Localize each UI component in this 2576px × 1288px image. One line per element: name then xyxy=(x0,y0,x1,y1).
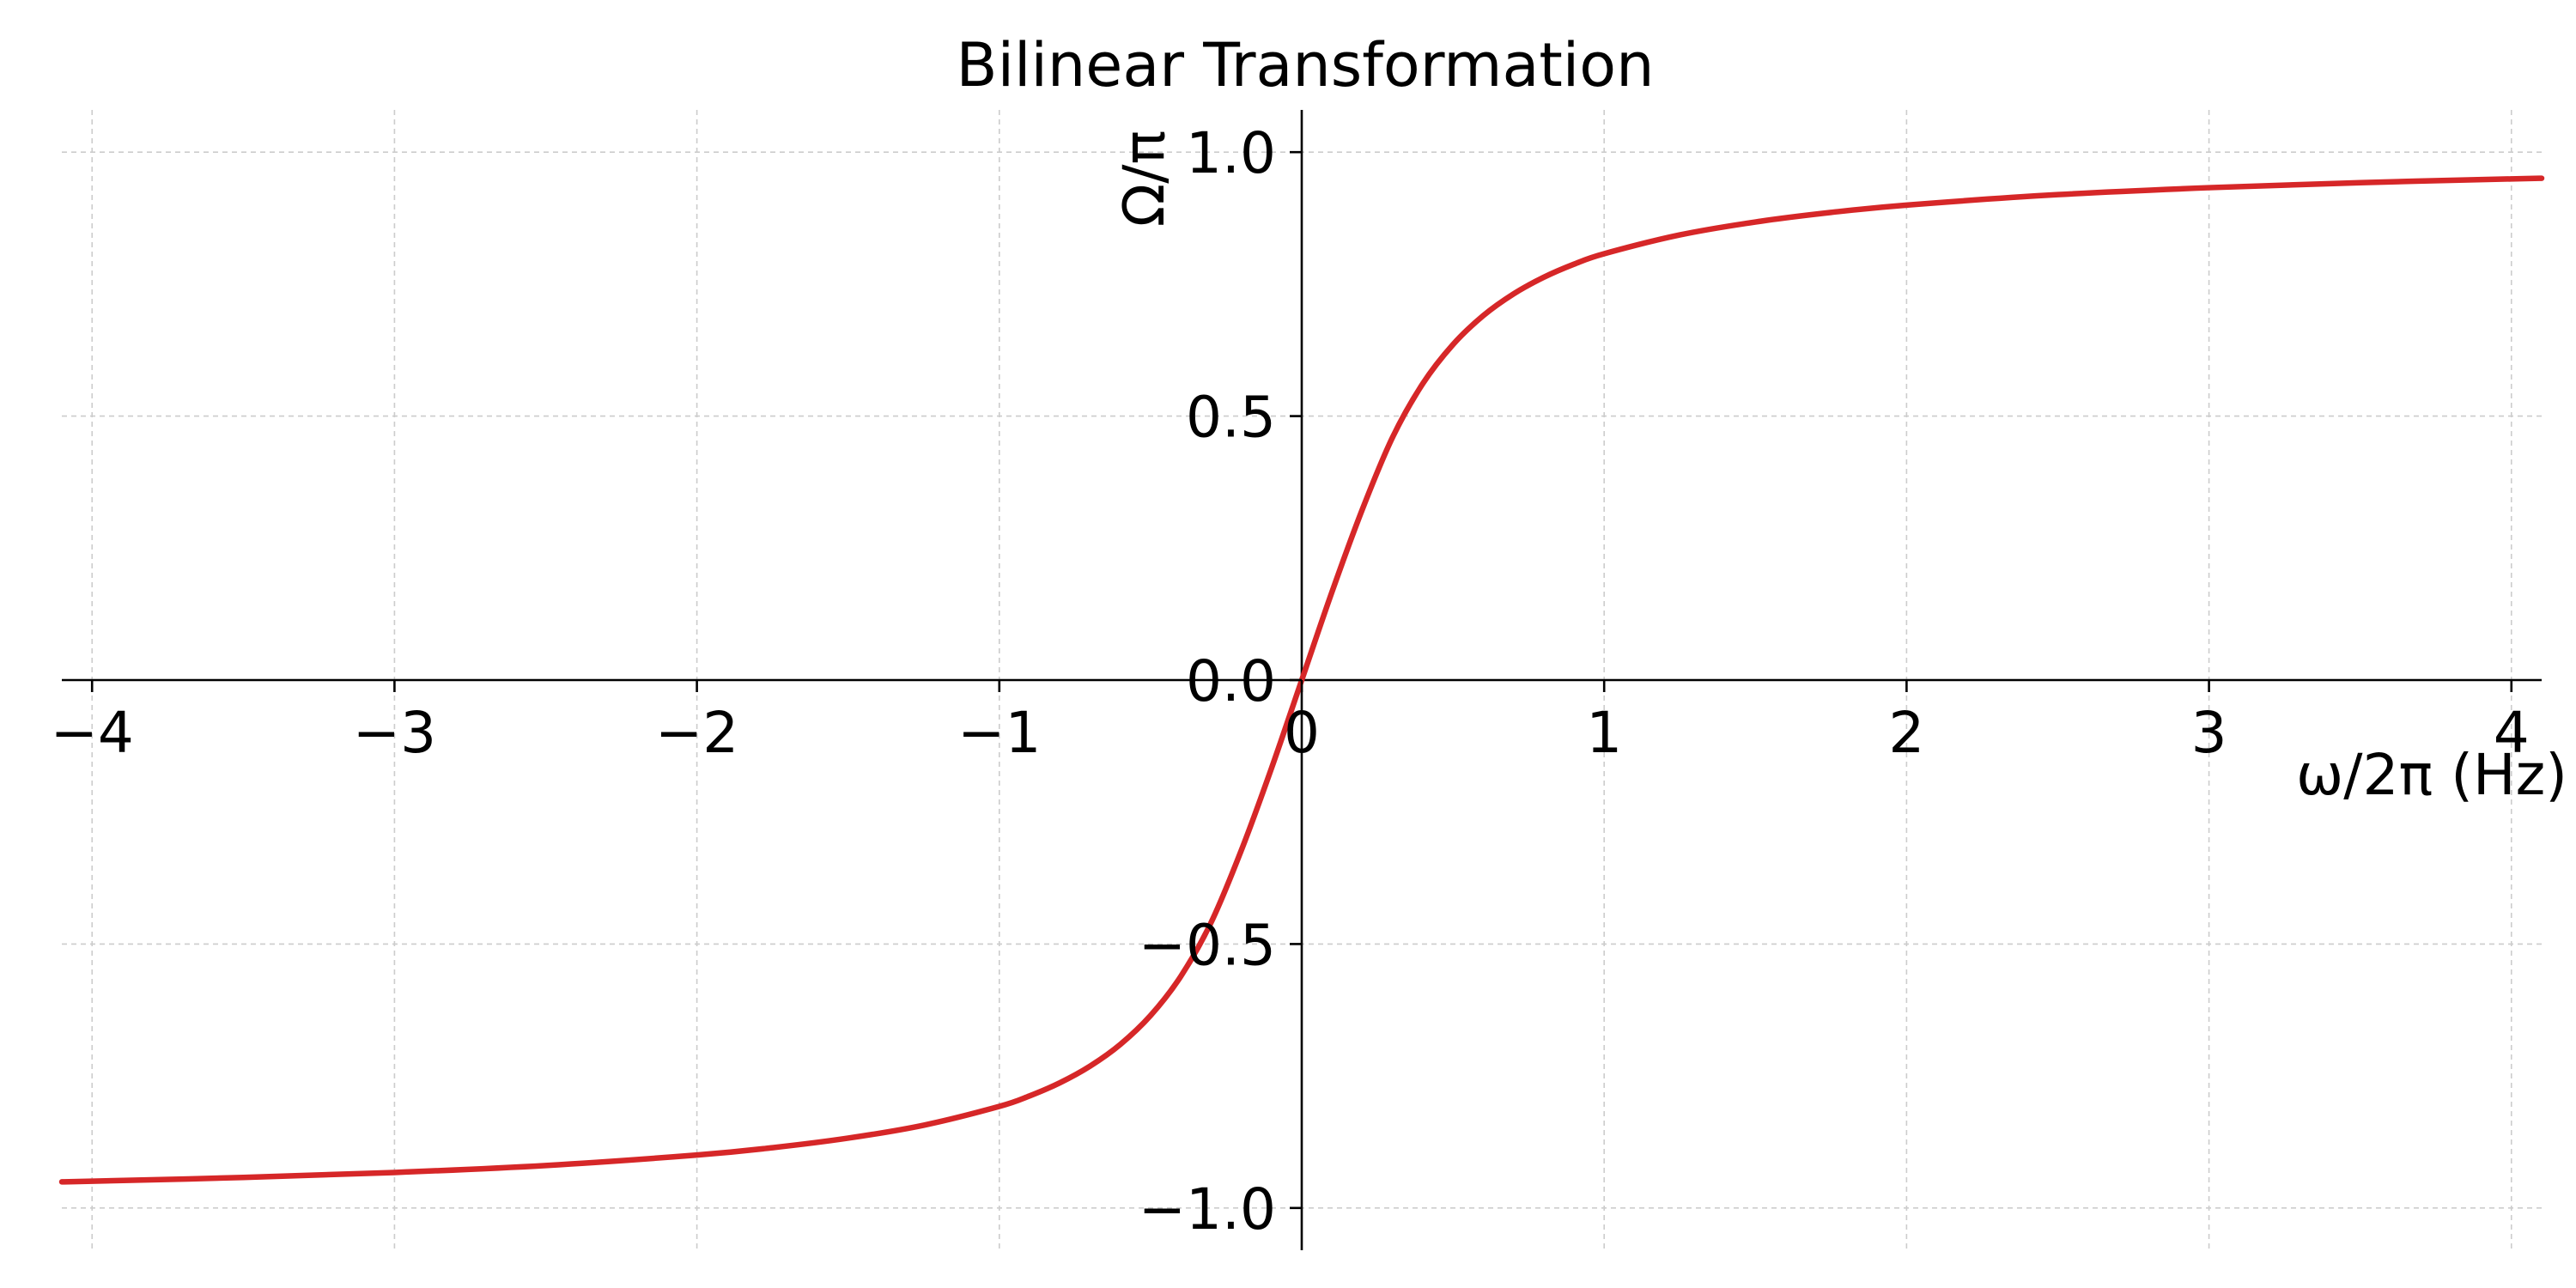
y-tick-label: −0.5 xyxy=(1139,912,1276,978)
y-tick-label: 0.5 xyxy=(1186,385,1276,451)
tick-labels: −4 −3 −2 −1 0 1 2 3 4−1.0−0.50.00.51.0 xyxy=(51,120,2530,1242)
chart-title: Bilinear Transformation xyxy=(957,30,1655,100)
x-tick-label: −1 xyxy=(957,700,1041,766)
x-tick-label: 1 xyxy=(1586,700,1622,766)
y-axis-label: Ω/π xyxy=(1111,131,1177,227)
x-axis-label: ω/2π (Hz) xyxy=(2296,742,2567,808)
x-tick-label: 0 xyxy=(1284,700,1320,766)
x-tick-label: 2 xyxy=(1888,700,1924,766)
y-tick-label: 0.0 xyxy=(1186,648,1276,714)
x-tick-label: −4 xyxy=(51,700,134,766)
y-tick-label: −1.0 xyxy=(1139,1176,1276,1242)
y-tick-label: 1.0 xyxy=(1186,120,1276,186)
x-tick-label: −3 xyxy=(353,700,436,766)
x-tick-label: −2 xyxy=(655,700,738,766)
x-tick-label: 3 xyxy=(2191,700,2227,766)
